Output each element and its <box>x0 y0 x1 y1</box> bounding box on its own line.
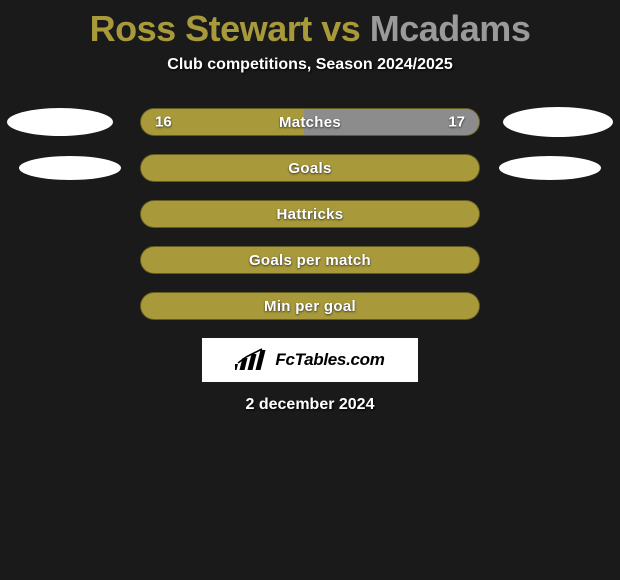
stat-label: Hattricks <box>277 206 344 223</box>
vs-text: vs <box>312 8 370 49</box>
player2-link[interactable]: Mcadams <box>370 8 531 49</box>
stat-bar: Matches 16 17 <box>140 108 480 136</box>
stat-label: Min per goal <box>264 298 356 315</box>
stat-bar: Goals <box>140 154 480 182</box>
stat-bar: Hattricks <box>140 200 480 228</box>
player1-marker-icon <box>7 108 113 136</box>
player2-marker-icon <box>503 107 613 137</box>
stat-label: Matches <box>279 114 341 131</box>
stat-value-right: 17 <box>448 114 465 131</box>
player1-marker-icon <box>19 156 121 180</box>
fctables-badge-text: FcTables.com <box>275 350 384 370</box>
player1-link[interactable]: Ross Stewart <box>90 8 312 49</box>
stat-row: Goals <box>0 154 620 182</box>
stat-label: Goals per match <box>249 252 371 269</box>
date-text: 2 december 2024 <box>0 396 620 414</box>
subtitle: Club competitions, Season 2024/2025 <box>0 56 620 74</box>
player2-name: Mcadams <box>370 8 531 49</box>
player1-name: Ross Stewart <box>90 8 312 49</box>
stat-bar: Min per goal <box>140 292 480 320</box>
player2-marker-icon <box>499 156 601 180</box>
stat-bar: Goals per match <box>140 246 480 274</box>
fctables-logo-icon <box>235 348 269 372</box>
stat-row: Hattricks <box>0 200 620 228</box>
stat-row: Matches 16 17 <box>0 108 620 136</box>
page-title: Ross Stewart vs Mcadams <box>0 0 620 50</box>
stat-row: Goals per match <box>0 246 620 274</box>
stat-rows: Matches 16 17 Goals Hattricks Goals per match… <box>0 108 620 320</box>
stat-value-left: 16 <box>155 114 172 131</box>
stat-label: Goals <box>288 160 331 177</box>
fctables-badge[interactable]: FcTables.com <box>202 338 418 382</box>
stat-row: Min per goal <box>0 292 620 320</box>
